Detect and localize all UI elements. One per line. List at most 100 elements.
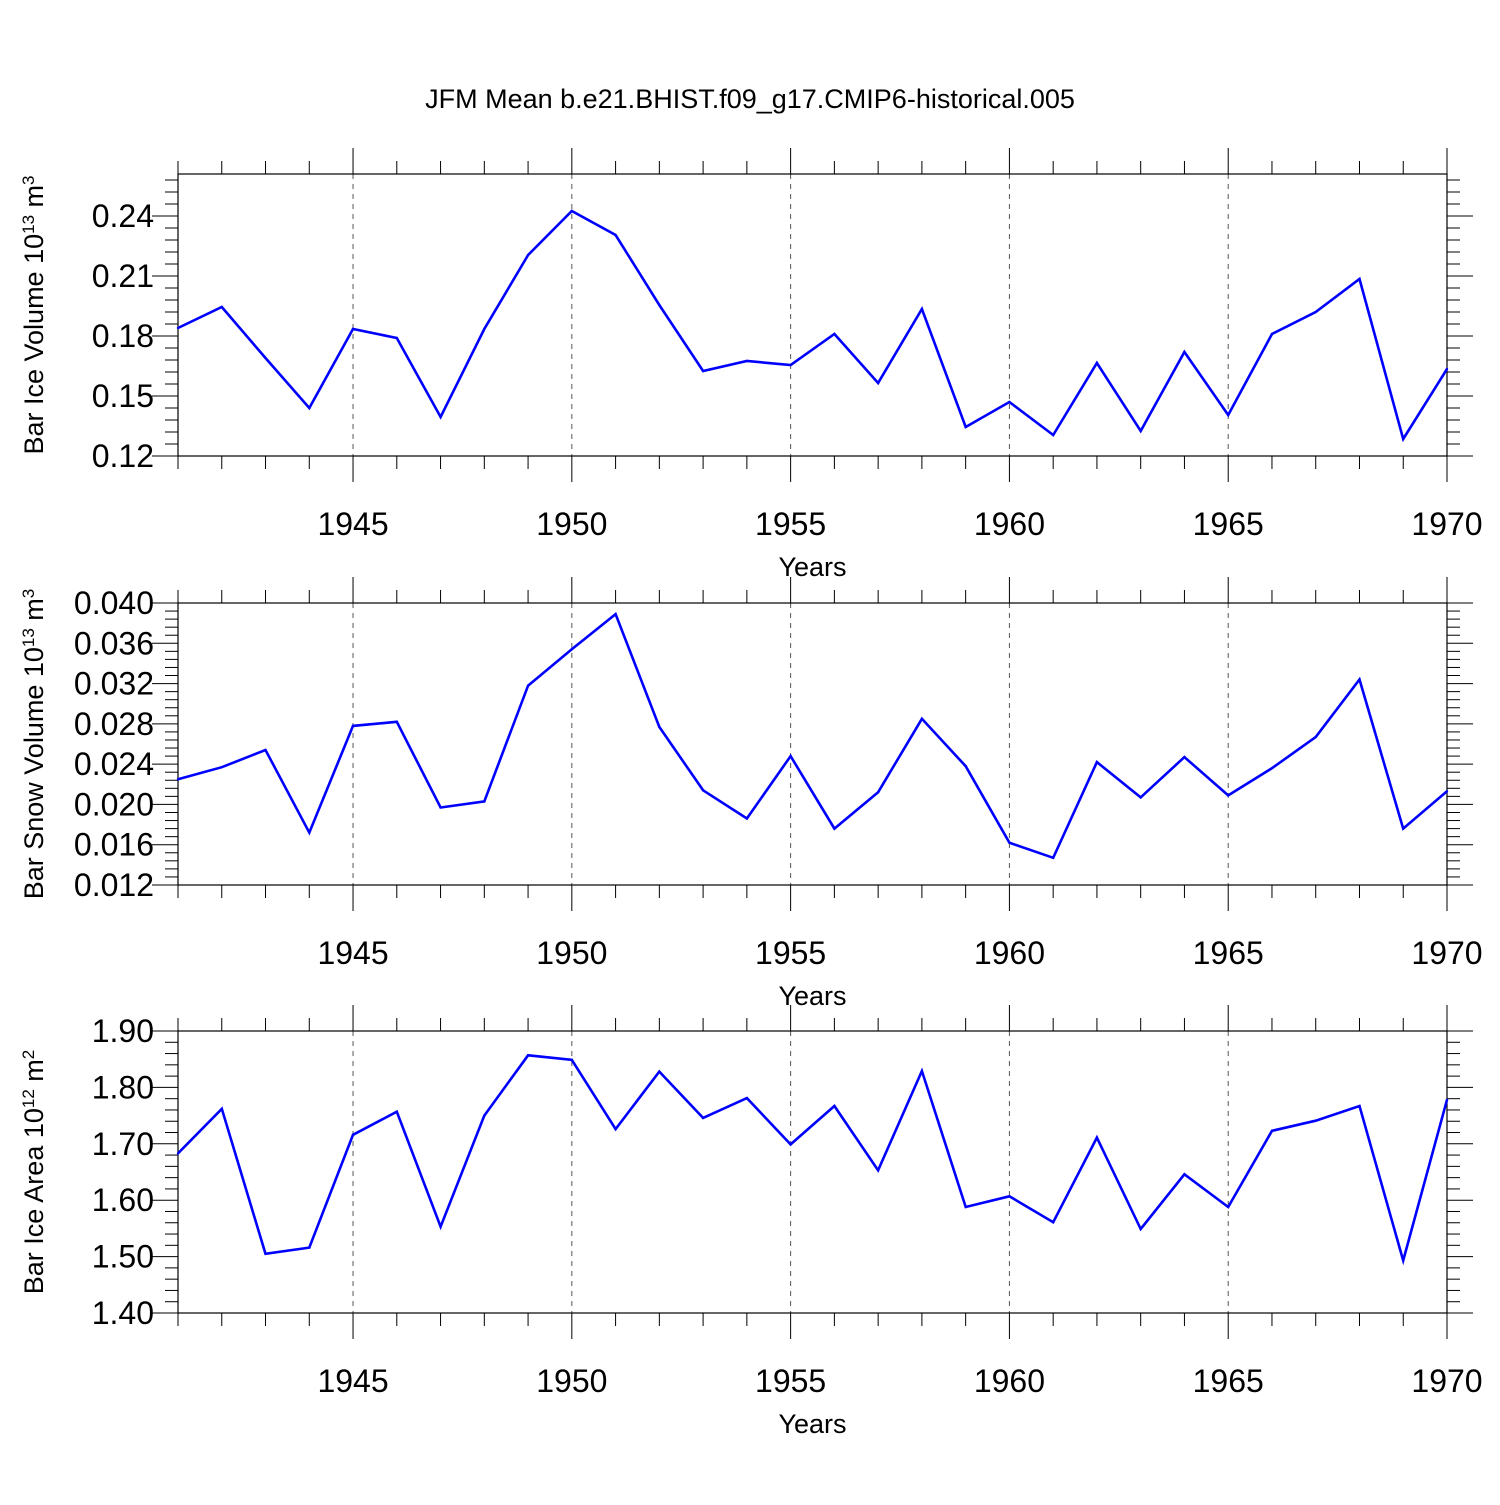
data-point-ice-volume-1943	[264, 356, 267, 360]
y-tick-label: 0.18	[92, 318, 154, 354]
panel-ice-area: 1.40 1.50 1.60 1.70 1.80 1.90 1945 1950 1955 1960…	[19, 1005, 1483, 1439]
data-point-ice-area-1943	[264, 1252, 267, 1255]
x-tick-label-1955: 1955	[755, 506, 826, 542]
data-point-ice-volume-1970	[1445, 367, 1449, 371]
data-point-ice-volume-1962	[1095, 361, 1099, 365]
data-point-ice-volume-1961	[1051, 433, 1055, 437]
data-point-ice-area-1942	[220, 1107, 223, 1111]
data-point-ice-area-1952	[658, 1070, 661, 1073]
data-point-ice-area-1965	[1227, 1205, 1230, 1209]
figure-title: JFM Mean b.e21.BHIST.f09_g17.CMIP6-histo…	[425, 84, 1075, 114]
data-point-snow-volume-1948	[483, 800, 486, 803]
x-tick-label-1970: 1970	[1411, 1363, 1482, 1399]
y-tick-label: 0.15	[92, 378, 154, 414]
x-tick-label-1955: 1955	[755, 1363, 826, 1399]
data-point-ice-volume-1949	[526, 253, 530, 257]
y-axis-title-unit_exp: 2	[19, 1050, 38, 1059]
y-tick-label: 0.024	[74, 746, 154, 782]
data-point-ice-volume-1969	[1402, 437, 1405, 441]
y-tick-label: 0.036	[74, 625, 154, 661]
data-point-ice-area-1951	[614, 1127, 617, 1131]
series-line-ice-area	[177, 1053, 1449, 1266]
data-point-snow-volume-1943	[264, 748, 267, 752]
y-axis-title: Bar Snow Volume 1013 m3	[19, 589, 50, 900]
y-tick-label: 0.040	[74, 585, 154, 621]
series-line-snow-volume	[177, 611, 1448, 860]
data-point-ice-area-1962	[1095, 1136, 1099, 1139]
data-point-ice-volume-1964	[1183, 350, 1186, 354]
data-point-snow-volume-1956	[833, 827, 836, 830]
data-point-ice-volume-1941	[176, 326, 180, 330]
y-axis-title-text: Bar Ice Volume 10	[19, 234, 49, 455]
x-tick-label-1950: 1950	[536, 1363, 607, 1399]
y-tick-label: 0.012	[74, 867, 154, 903]
data-point-ice-area-1957	[876, 1169, 880, 1172]
data-point-ice-area-1955	[789, 1143, 792, 1146]
data-point-snow-volume-1952	[658, 725, 661, 729]
data-point-snow-volume-1964	[1183, 755, 1186, 759]
data-point-snow-volume-1945	[351, 724, 355, 728]
x-tick-label-1955: 1955	[755, 935, 826, 971]
data-point-ice-volume-1953	[701, 369, 705, 373]
y-tick-label: 1.70	[92, 1126, 154, 1162]
y-tick-label: 1.50	[92, 1239, 154, 1275]
data-point-snow-volume-1949	[526, 684, 530, 687]
data-point-snow-volume-1957	[876, 791, 880, 794]
data-point-ice-area-1961	[1051, 1220, 1055, 1224]
data-point-ice-area-1953	[701, 1116, 705, 1120]
panel-snow-volume: 0.012 0.016 0.020 0.024 0.028 0.032 0.036 0.040…	[19, 577, 1483, 1011]
x-tick-label-1960: 1960	[974, 506, 1045, 542]
data-point-ice-area-1949	[526, 1054, 530, 1057]
data-point-ice-area-1969	[1402, 1259, 1405, 1262]
plot-frame	[177, 173, 1448, 457]
panel-ice-volume: 0.12 0.15 0.18 0.21 0.24 1945 1950 1955 1960 1965…	[19, 148, 1483, 582]
x-tick-label-1960: 1960	[974, 1363, 1045, 1399]
data-point-ice-area-1958	[920, 1069, 924, 1073]
data-point-ice-volume-1948	[483, 327, 486, 331]
data-point-ice-volume-1955	[789, 363, 792, 367]
x-tick-label-1970: 1970	[1411, 935, 1482, 971]
data-point-ice-volume-1952	[658, 303, 661, 307]
y-tick-label: 0.21	[92, 258, 154, 294]
y-axis-title-unit: m	[19, 185, 49, 215]
y-tick-label: 0.028	[74, 706, 154, 742]
data-point-ice-volume-1958	[920, 307, 924, 311]
x-tick-label-1965: 1965	[1193, 1363, 1264, 1399]
x-tick-label-1965: 1965	[1193, 506, 1264, 542]
data-point-ice-volume-1968	[1358, 277, 1361, 281]
data-point-ice-area-1966	[1270, 1129, 1274, 1133]
data-point-snow-volume-1947	[439, 806, 442, 809]
plot-frame	[177, 602, 1448, 886]
x-tick-label-1965: 1965	[1193, 935, 1264, 971]
data-point-ice-area-1944	[308, 1246, 311, 1249]
y-axis-title-unit_exp: 3	[19, 589, 38, 598]
data-point-ice-volume-1959	[964, 425, 967, 429]
data-point-ice-volume-1966	[1270, 332, 1274, 336]
y-axis-title-exp: 13	[19, 628, 38, 647]
data-point-snow-volume-1958	[920, 717, 924, 721]
x-tick-label-1945: 1945	[317, 506, 388, 542]
data-point-ice-area-1956	[833, 1104, 836, 1108]
data-point-snow-volume-1942	[220, 765, 223, 769]
x-tick-label-1945: 1945	[317, 1363, 388, 1399]
data-point-snow-volume-1963	[1139, 796, 1142, 799]
y-axis-title-unit_exp: 3	[19, 175, 38, 184]
data-point-ice-area-1941	[176, 1152, 180, 1155]
data-point-ice-volume-1945	[351, 327, 355, 331]
data-point-ice-volume-1950	[570, 209, 574, 213]
x-tick-label-1960: 1960	[974, 935, 1045, 971]
data-point-snow-volume-1965	[1227, 794, 1230, 797]
data-point-snow-volume-1955	[789, 754, 792, 758]
data-point-snow-volume-1954	[745, 817, 749, 820]
data-point-ice-volume-1942	[220, 305, 223, 309]
data-point-snow-volume-1970	[1445, 790, 1449, 793]
x-tick-label-1970: 1970	[1411, 506, 1482, 542]
data-point-ice-area-1963	[1139, 1227, 1142, 1231]
x-tick-label-1950: 1950	[536, 506, 607, 542]
data-point-ice-volume-1951	[614, 233, 617, 237]
data-point-ice-area-1968	[1358, 1104, 1361, 1108]
y-axis-title: Bar Ice Volume 1013 m3	[19, 175, 50, 454]
x-tick-label-1945: 1945	[317, 935, 388, 971]
data-point-ice-volume-1946	[395, 336, 398, 340]
data-point-snow-volume-1960	[1008, 841, 1011, 844]
